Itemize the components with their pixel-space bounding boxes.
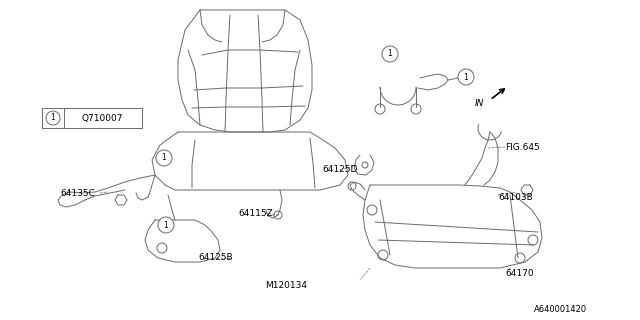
Circle shape xyxy=(528,235,538,245)
Circle shape xyxy=(46,111,60,125)
Text: 64125D: 64125D xyxy=(322,165,357,174)
Text: FIG.645: FIG.645 xyxy=(505,143,540,153)
Text: A640001420: A640001420 xyxy=(534,306,587,315)
Text: 1: 1 xyxy=(51,114,56,123)
Circle shape xyxy=(367,205,377,215)
Circle shape xyxy=(157,243,167,253)
Circle shape xyxy=(382,46,398,62)
Circle shape xyxy=(362,162,368,168)
Text: 64170: 64170 xyxy=(505,269,534,278)
Text: Q710007: Q710007 xyxy=(81,114,123,123)
Text: 1: 1 xyxy=(162,154,166,163)
Text: 64115Z: 64115Z xyxy=(238,210,273,219)
Text: 64135C: 64135C xyxy=(60,189,95,198)
Circle shape xyxy=(375,104,385,114)
Text: 64125B: 64125B xyxy=(198,252,232,261)
Text: 1: 1 xyxy=(388,50,392,59)
Text: IN: IN xyxy=(474,99,484,108)
Circle shape xyxy=(515,253,525,263)
Circle shape xyxy=(156,150,172,166)
Circle shape xyxy=(463,70,473,80)
Circle shape xyxy=(378,250,388,260)
FancyBboxPatch shape xyxy=(42,108,142,128)
Circle shape xyxy=(348,182,356,190)
Text: 1: 1 xyxy=(164,220,168,229)
Circle shape xyxy=(411,104,421,114)
Text: 1: 1 xyxy=(463,73,468,82)
Text: M120134: M120134 xyxy=(265,282,307,291)
Text: 64103B: 64103B xyxy=(498,193,532,202)
Circle shape xyxy=(458,69,474,85)
Circle shape xyxy=(158,217,174,233)
Circle shape xyxy=(274,211,282,219)
